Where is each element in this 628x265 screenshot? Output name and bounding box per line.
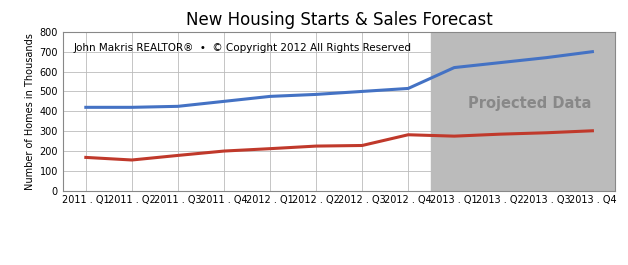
Y-axis label: Number of Homes in Thousands: Number of Homes in Thousands — [25, 33, 35, 190]
Bar — [431, 32, 615, 191]
Text: John Makris REALTOR®  •  © Copyright 2012 All Rights Reserved: John Makris REALTOR® • © Copyright 2012 … — [74, 43, 412, 53]
Text: Projected Data: Projected Data — [468, 96, 592, 111]
Title: New Housing Starts & Sales Forecast: New Housing Starts & Sales Forecast — [186, 11, 492, 29]
